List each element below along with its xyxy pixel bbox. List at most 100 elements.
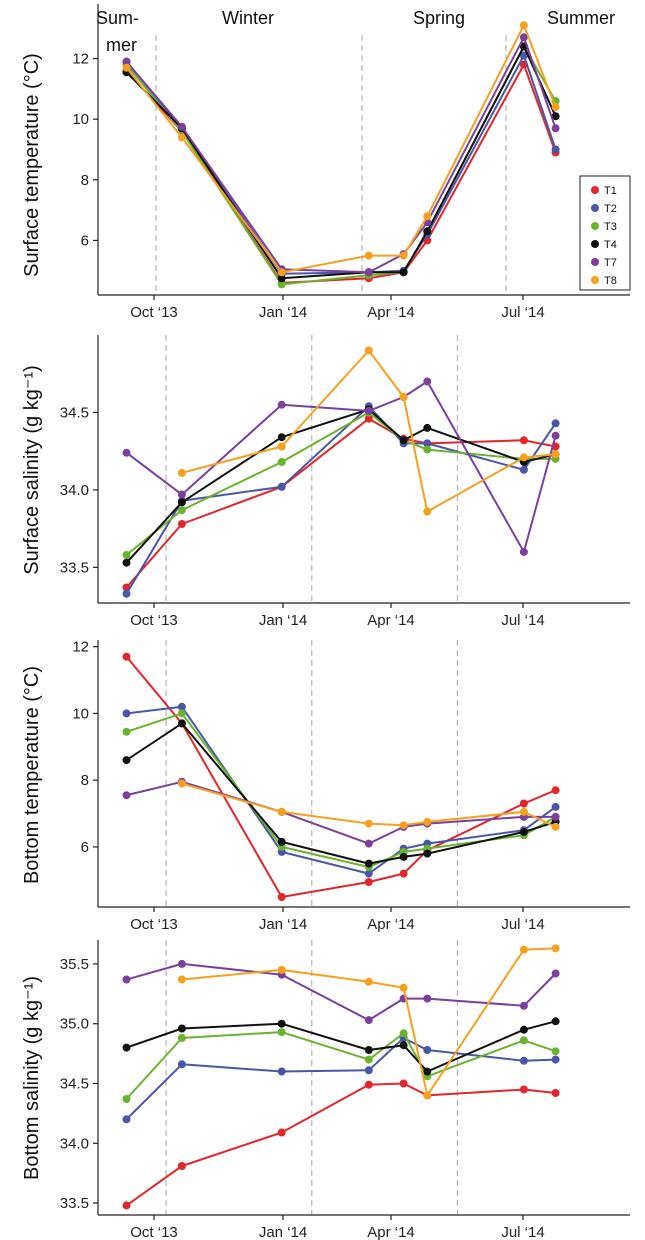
- data-point: [177, 468, 186, 477]
- chart-panel-2: 33.5 34.0 34.5 Oct ‘13 Jan ‘14 Apr ‘14 Jul ‘14…: [21, 335, 630, 629]
- y-axis-label: Bottom salinity (g kg⁻¹): [21, 976, 43, 1180]
- data-point: [364, 251, 373, 260]
- data-point: [364, 977, 373, 986]
- data-point: [551, 969, 560, 978]
- y-tick-label: 10: [72, 111, 89, 128]
- x-tick-label: Jan ‘14: [259, 1224, 307, 1240]
- data-point: [177, 959, 186, 968]
- series-line-t8: [125, 24, 557, 274]
- series-t3: [122, 42, 560, 289]
- legend-marker-t3: [591, 222, 599, 230]
- series-t8: [177, 779, 560, 831]
- data-point: [277, 280, 286, 289]
- series-line-t8: [181, 349, 556, 513]
- data-point: [423, 445, 432, 454]
- data-point: [177, 498, 186, 507]
- data-point: [551, 1017, 560, 1026]
- data-point: [364, 414, 373, 423]
- x-tick-label: Jan ‘14: [259, 612, 307, 629]
- legend-box: [579, 175, 631, 291]
- data-point: [399, 251, 408, 260]
- data-point: [277, 442, 286, 451]
- data-point: [177, 1162, 186, 1170]
- data-point: [399, 393, 408, 401]
- data-point: [551, 450, 560, 459]
- data-point: [177, 702, 186, 711]
- x-tick-label: Apr ‘14: [367, 612, 415, 629]
- data-point: [277, 274, 286, 283]
- data-point: [519, 1085, 528, 1094]
- y-axis-label: Surface salinity (g kg⁻¹): [21, 365, 43, 575]
- legend-label-t3: T3: [604, 221, 617, 233]
- data-point: [364, 878, 373, 886]
- series-line-t1: [125, 656, 556, 898]
- data-point: [423, 439, 432, 448]
- data-point: [551, 124, 560, 133]
- y-tick-label: 35.0: [60, 1016, 89, 1033]
- y-tick-label: 34.5: [60, 404, 89, 421]
- data-point: [423, 817, 432, 826]
- y-tick-label: 8: [81, 772, 89, 789]
- legend-label-t7: T7: [604, 257, 617, 269]
- season-label-winter: Winter: [222, 8, 274, 28]
- legend-label-t2: T2: [604, 203, 617, 215]
- data-point: [551, 944, 560, 953]
- y-tick-label: 10: [72, 705, 89, 722]
- data-point: [399, 268, 408, 277]
- season-label-summer-start-cont: mer: [106, 35, 137, 55]
- y-tick-label: 33.5: [60, 1195, 89, 1212]
- legend-label-t4: T4: [604, 239, 617, 251]
- series-line-t7: [125, 36, 557, 274]
- series-t8: [122, 21, 560, 277]
- data-point: [364, 346, 373, 355]
- x-tick-label: Apr ‘14: [367, 304, 415, 321]
- data-point: [122, 652, 131, 661]
- series-t4: [122, 405, 560, 567]
- data-point: [423, 212, 432, 221]
- data-point: [177, 490, 186, 499]
- legend-marker-t1: [591, 186, 599, 194]
- data-point: [519, 547, 528, 556]
- data-point: [364, 869, 373, 878]
- chart-panel-3: 6 8 10 12 Oct ‘13 Jan ‘14 Apr ‘14 Jul ‘14 Bottom…: [21, 639, 630, 933]
- data-point: [551, 802, 560, 811]
- data-point: [364, 268, 373, 277]
- data-point: [277, 433, 286, 442]
- x-tick-label: Oct ‘13: [130, 1224, 178, 1240]
- season-label-summer-end: Summer: [547, 8, 615, 28]
- chart-panel-4: 33.5 34.0 34.5 35.0 35.5 Oct ‘13 Jan ‘14 Apr ‘1…: [21, 940, 630, 1240]
- data-point: [519, 21, 528, 30]
- series-t4: [122, 719, 560, 868]
- data-point: [423, 1091, 432, 1100]
- x-tick-label: Apr ‘14: [367, 916, 415, 933]
- series-line-t4: [125, 722, 556, 865]
- data-point: [519, 799, 528, 808]
- x-tick-label: Jul ‘14: [501, 1224, 544, 1240]
- data-point: [177, 719, 186, 728]
- y-tick-label: 6: [81, 839, 89, 856]
- series-line-t3: [125, 411, 556, 556]
- series-line-t2: [125, 1037, 556, 1121]
- data-point: [519, 1056, 528, 1065]
- y-tick-label: 6: [81, 232, 89, 249]
- legend-marker-t4: [591, 240, 599, 248]
- data-point: [399, 983, 408, 992]
- series-line-t2: [126, 705, 557, 875]
- data-point: [277, 837, 286, 846]
- data-point: [551, 431, 560, 440]
- series-t1: [122, 414, 560, 592]
- series-t8: [177, 346, 560, 516]
- data-point: [423, 227, 432, 236]
- y-tick-label: 35.5: [60, 956, 89, 973]
- data-point: [122, 975, 131, 984]
- series-line-t7: [125, 380, 557, 553]
- data-point: [177, 1060, 186, 1069]
- data-point: [364, 1080, 373, 1089]
- data-point: [122, 558, 131, 567]
- y-tick-label: 12: [72, 51, 89, 68]
- series-line-t3: [125, 45, 557, 286]
- data-point: [519, 1036, 528, 1045]
- series-t1: [122, 1079, 560, 1210]
- data-point: [364, 819, 373, 828]
- series-line-t7: [126, 962, 557, 1022]
